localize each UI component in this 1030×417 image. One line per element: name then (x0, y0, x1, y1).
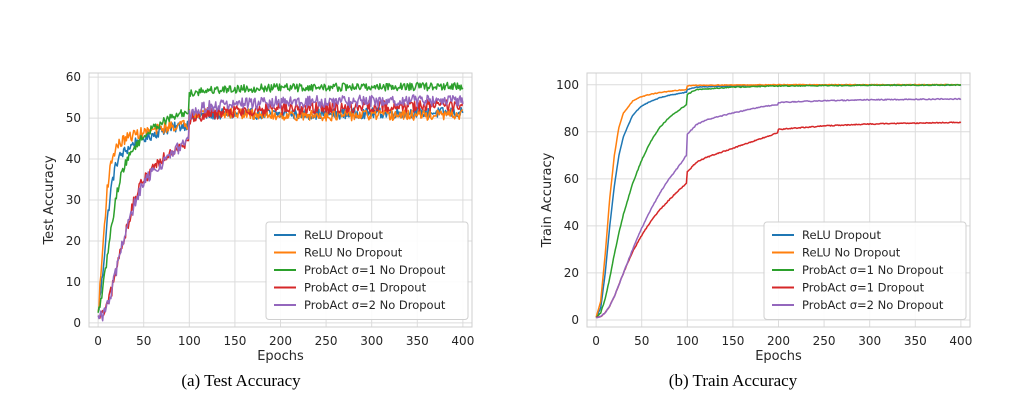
y-tick-label: 50 (66, 111, 81, 125)
series-line-probact-1-no-dropout (595, 83, 962, 318)
test-accuracy-panel: 0 50 100 150 200 250 300 350 400 0 10 20 30 40 50 60 Epo… (42, 70, 474, 390)
x-tick-label: 400 (949, 334, 972, 348)
y-tick-label: 0 (73, 316, 81, 330)
legend-label: ProbAct σ=2 No Dropout (304, 298, 446, 312)
y-axis-label: Test Accuracy (42, 155, 57, 245)
y-tick-label: 20 (564, 266, 579, 280)
legend-label: ReLU Dropout (802, 228, 881, 242)
y-tick-label: 80 (564, 125, 579, 139)
x-tick-label: 300 (360, 334, 383, 348)
legend-label: ProbAct σ=1 No Dropout (304, 263, 446, 277)
legend-label: ProbAct σ=1 No Dropout (802, 263, 944, 277)
legend: ReLU Dropout ReLU No Dropout ProbAct σ=1 N… (763, 221, 967, 320)
x-tick-label: 200 (767, 334, 790, 348)
y-tick-label: 10 (66, 275, 81, 289)
legend-box (265, 221, 469, 320)
y-tick-label: 60 (564, 172, 579, 186)
plot-frame (586, 72, 971, 328)
series-line-probact-1-dropout (596, 121, 962, 319)
figure-caption: (a) Test Accuracy (181, 371, 301, 390)
figure-caption: (b) Train Accuracy (669, 371, 798, 390)
train-accuracy-panel: 0 50 100 150 200 250 300 350 400 0 20 40 60 80 100 Epoc… (540, 72, 972, 390)
x-axis-label: Epochs (755, 349, 802, 364)
series-line-relu-no-dropout (595, 83, 961, 318)
x-tick-label: 150 (223, 334, 246, 348)
legend: ReLU Dropout ReLU No Dropout ProbAct σ=1 N… (265, 221, 469, 320)
y-axis-label: Train Accuracy (540, 152, 555, 248)
x-tick-label: 50 (634, 334, 649, 348)
x-tick-label: 100 (676, 334, 699, 348)
legend-label: ProbAct σ=1 Dropout (304, 281, 427, 295)
x-tick-label: 250 (813, 334, 836, 348)
y-tick-label: 100 (556, 78, 579, 92)
legend-box (763, 221, 967, 320)
series-line-relu-dropout (97, 106, 464, 313)
x-tick-label: 300 (858, 334, 881, 348)
x-tick-label: 250 (315, 334, 338, 348)
x-tick-label: 400 (451, 334, 474, 348)
y-tick-label: 30 (66, 193, 81, 207)
series-line-probact-2-no-dropout (97, 94, 464, 322)
x-tick-label: 350 (904, 334, 927, 348)
x-tick-label: 150 (721, 334, 744, 348)
x-tick-label: 350 (406, 334, 429, 348)
series-line-probact-2-no-dropout (595, 97, 962, 319)
x-tick-label: 50 (136, 334, 151, 348)
legend-label: ProbAct σ=2 No Dropout (802, 298, 944, 312)
y-tick-label: 0 (571, 313, 579, 327)
x-tick-label: 100 (178, 334, 201, 348)
y-tick-label: 60 (66, 70, 81, 84)
series-group (595, 83, 962, 319)
legend-label: ReLU Dropout (304, 228, 383, 242)
x-axis-label: Epochs (257, 349, 304, 364)
series-line-probact-1-no-dropout (97, 81, 464, 313)
y-tick-label: 40 (564, 219, 579, 233)
x-tick-label: 200 (269, 334, 292, 348)
plot-frame (88, 72, 473, 328)
legend-label: ProbAct σ=1 Dropout (802, 281, 925, 295)
y-tick-label: 40 (66, 152, 81, 166)
series-group (97, 81, 464, 322)
y-tick-label: 20 (66, 234, 81, 248)
legend-label: ReLU No Dropout (802, 246, 901, 260)
legend-label: ReLU No Dropout (304, 246, 403, 260)
x-tick-label: 0 (94, 334, 102, 348)
x-tick-label: 0 (592, 334, 600, 348)
